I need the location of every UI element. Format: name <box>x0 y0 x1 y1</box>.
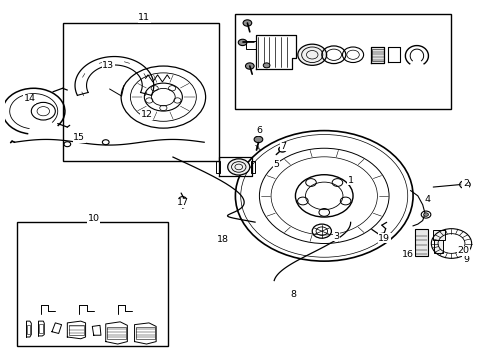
Circle shape <box>245 63 254 69</box>
Circle shape <box>263 63 270 68</box>
Text: 9: 9 <box>463 255 469 264</box>
Text: 7: 7 <box>280 142 287 151</box>
Text: 6: 6 <box>256 126 263 135</box>
Text: 1: 1 <box>347 176 354 185</box>
Text: 3: 3 <box>333 232 339 241</box>
Bar <box>416 229 428 256</box>
Bar <box>251 161 255 173</box>
Text: 8: 8 <box>290 290 296 299</box>
Bar <box>27 325 30 334</box>
Bar <box>434 232 443 253</box>
Circle shape <box>254 136 263 143</box>
Bar <box>69 325 84 334</box>
Text: 4: 4 <box>424 195 431 204</box>
Bar <box>17 222 168 346</box>
Bar <box>246 41 256 49</box>
Text: 18: 18 <box>218 235 229 244</box>
Text: 11: 11 <box>138 13 150 22</box>
Text: 2: 2 <box>463 179 469 188</box>
Bar <box>40 324 43 333</box>
Circle shape <box>279 147 286 152</box>
Text: 14: 14 <box>24 94 36 103</box>
Bar <box>216 161 220 173</box>
Text: 15: 15 <box>74 133 85 142</box>
Circle shape <box>298 44 327 66</box>
Circle shape <box>424 213 428 216</box>
Bar <box>433 230 445 240</box>
Bar <box>235 14 451 109</box>
Text: 20: 20 <box>458 246 469 255</box>
Circle shape <box>228 159 250 175</box>
Bar <box>136 328 155 339</box>
Circle shape <box>460 181 470 189</box>
Text: 10: 10 <box>88 214 100 223</box>
Text: 17: 17 <box>176 198 189 207</box>
Text: 13: 13 <box>102 61 114 70</box>
Bar <box>63 23 219 161</box>
Text: 12: 12 <box>141 110 152 119</box>
Bar <box>107 327 126 339</box>
Circle shape <box>31 102 55 120</box>
Text: 5: 5 <box>273 159 279 168</box>
Bar <box>372 49 384 61</box>
Circle shape <box>238 39 247 46</box>
Circle shape <box>243 20 252 26</box>
Text: 19: 19 <box>378 234 390 243</box>
Text: 16: 16 <box>402 249 414 258</box>
